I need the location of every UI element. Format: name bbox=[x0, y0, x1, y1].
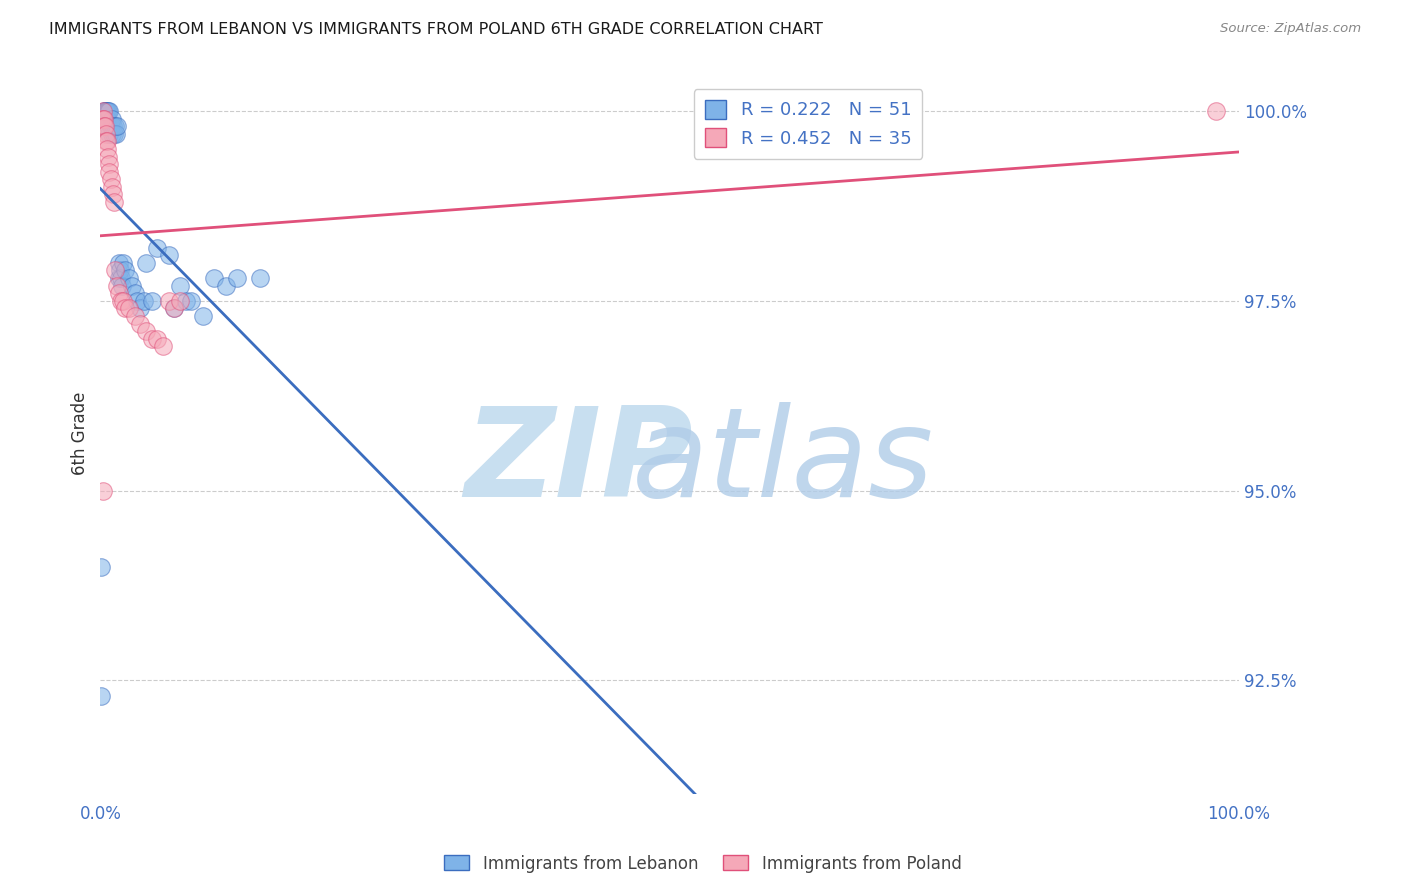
Point bbox=[104, 119, 127, 133]
Point bbox=[96, 142, 118, 156]
Point bbox=[93, 112, 115, 126]
Point bbox=[118, 271, 141, 285]
Point bbox=[135, 256, 157, 270]
Point bbox=[107, 286, 129, 301]
Point bbox=[112, 256, 135, 270]
Point bbox=[98, 127, 121, 141]
Point bbox=[100, 112, 122, 126]
Point bbox=[191, 309, 214, 323]
Point bbox=[118, 301, 141, 316]
Point bbox=[104, 263, 127, 277]
Point bbox=[141, 293, 163, 308]
Point bbox=[94, 103, 117, 118]
Point bbox=[100, 119, 122, 133]
Point bbox=[96, 134, 118, 148]
Text: ZIP: ZIP bbox=[464, 402, 693, 523]
Point bbox=[93, 103, 115, 118]
Point bbox=[121, 278, 143, 293]
Point bbox=[114, 301, 136, 316]
Point bbox=[110, 271, 132, 285]
Point bbox=[94, 112, 117, 126]
Legend: R = 0.222   N = 51, R = 0.452   N = 35: R = 0.222 N = 51, R = 0.452 N = 35 bbox=[693, 89, 922, 159]
Text: atlas: atlas bbox=[633, 402, 935, 523]
Point bbox=[101, 187, 124, 202]
Point bbox=[135, 324, 157, 338]
Point bbox=[152, 339, 174, 353]
Point bbox=[91, 112, 114, 126]
Point bbox=[90, 559, 112, 574]
Point bbox=[214, 278, 236, 293]
Point bbox=[94, 112, 117, 126]
Point bbox=[249, 271, 271, 285]
Point bbox=[129, 317, 152, 331]
Point bbox=[96, 103, 118, 118]
Text: IMMIGRANTS FROM LEBANON VS IMMIGRANTS FROM POLAND 6TH GRADE CORRELATION CHART: IMMIGRANTS FROM LEBANON VS IMMIGRANTS FR… bbox=[49, 22, 823, 37]
Point bbox=[111, 278, 134, 293]
Point bbox=[103, 127, 125, 141]
Point bbox=[146, 332, 169, 346]
Point bbox=[146, 241, 169, 255]
Point bbox=[107, 119, 129, 133]
Point bbox=[129, 301, 152, 316]
Point bbox=[96, 112, 118, 126]
Point bbox=[157, 293, 180, 308]
Text: Source: ZipAtlas.com: Source: ZipAtlas.com bbox=[1220, 22, 1361, 36]
Point bbox=[114, 263, 136, 277]
Point bbox=[91, 483, 114, 498]
Point bbox=[169, 278, 191, 293]
Point bbox=[100, 172, 122, 186]
Point bbox=[94, 103, 117, 118]
Point bbox=[105, 127, 128, 141]
Point bbox=[100, 127, 122, 141]
Point bbox=[90, 689, 112, 703]
Point bbox=[97, 149, 120, 163]
Point bbox=[107, 271, 129, 285]
Point bbox=[91, 103, 114, 118]
Point bbox=[103, 195, 125, 210]
Point bbox=[100, 180, 122, 194]
Point bbox=[98, 157, 121, 171]
Point bbox=[124, 309, 146, 323]
Point bbox=[94, 103, 117, 118]
Point bbox=[94, 103, 117, 118]
Point bbox=[97, 103, 120, 118]
Point bbox=[93, 112, 115, 126]
Y-axis label: 6th Grade: 6th Grade bbox=[72, 392, 89, 475]
Point bbox=[91, 112, 114, 126]
Point bbox=[163, 301, 186, 316]
Point bbox=[110, 293, 132, 308]
Point bbox=[94, 134, 117, 148]
Point bbox=[94, 127, 117, 141]
Point bbox=[174, 293, 197, 308]
Point bbox=[90, 112, 112, 126]
Point bbox=[97, 119, 120, 133]
Point bbox=[108, 263, 131, 277]
Point bbox=[107, 278, 129, 293]
Point bbox=[124, 286, 146, 301]
Point bbox=[94, 119, 117, 133]
Point bbox=[226, 271, 249, 285]
Point bbox=[107, 256, 129, 270]
Point bbox=[163, 301, 186, 316]
Point bbox=[125, 293, 148, 308]
Point bbox=[101, 119, 124, 133]
Point bbox=[202, 271, 225, 285]
Point bbox=[98, 103, 121, 118]
Legend: Immigrants from Lebanon, Immigrants from Poland: Immigrants from Lebanon, Immigrants from… bbox=[437, 848, 969, 880]
Point bbox=[98, 164, 121, 178]
Point bbox=[1205, 103, 1227, 118]
Point bbox=[132, 293, 155, 308]
Point bbox=[93, 119, 115, 133]
Point bbox=[180, 293, 202, 308]
Point bbox=[169, 293, 191, 308]
Point bbox=[157, 248, 180, 262]
Point bbox=[112, 293, 135, 308]
Point bbox=[141, 332, 163, 346]
